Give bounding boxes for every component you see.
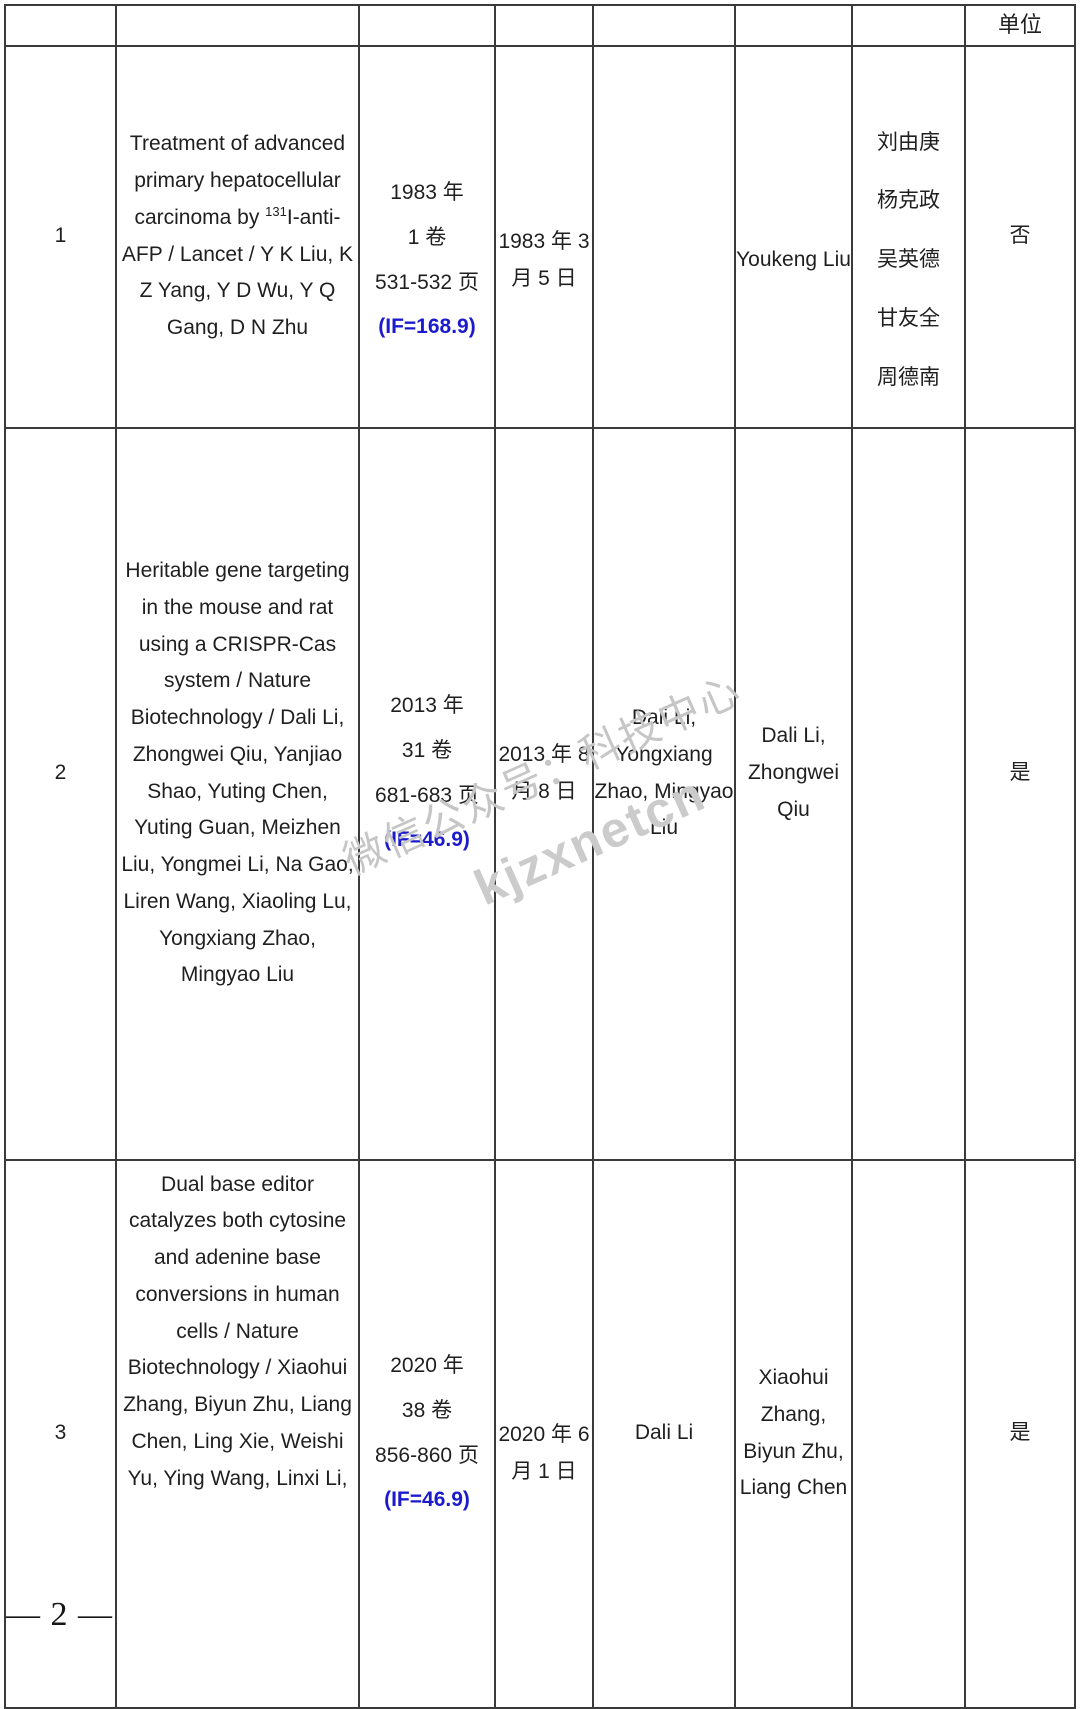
volume-number: 31 卷 — [401, 738, 453, 762]
page-range: 531-532 页 — [375, 270, 479, 294]
authors-group-b-cell: Xiaohui Zhang, Biyun Zhu, Liang Chen — [734, 1158, 853, 1709]
chinese-authors-cell: 刘由庚 杨克政 吴英德 甘友全 周德南 — [851, 44, 966, 429]
impact-factor: (IF=46.9) — [384, 1488, 470, 1512]
unit-flag-cell: 是 — [964, 426, 1076, 1161]
chinese-author-name: 吴英德 — [877, 248, 940, 272]
publication-year: 2020 年 — [390, 1354, 464, 1377]
table-row: 3 Dual base editor catalyzes both cytosi… — [4, 1158, 1076, 1709]
publication-date-cell: 2013 年 8 月 8 日 — [494, 426, 594, 1161]
chinese-authors-cell — [851, 1158, 966, 1709]
header-cell-empty-2 — [115, 4, 360, 47]
isotope-superscript: 131 — [265, 203, 287, 219]
volume-number: 38 卷 — [401, 1398, 453, 1422]
paper-title-cell: Treatment of advanced primary hepatocell… — [115, 44, 360, 429]
chinese-author-name: 周德南 — [877, 365, 940, 389]
paper-title-text-after: I-anti-AFP / Lancet / Y K Liu, K Z Yang,… — [121, 205, 354, 339]
publication-year: 1983 年 — [390, 181, 464, 204]
authors-group-b-cell: Dali Li, Zhongwei Qiu — [734, 426, 853, 1161]
header-cell-empty-1 — [4, 4, 117, 47]
chinese-authors-cell — [851, 426, 966, 1161]
publication-date-cell: 2020 年 6 月 1 日 — [494, 1158, 594, 1709]
unit-flag-cell: 是 — [964, 1158, 1076, 1709]
volume-number: 1 卷 — [407, 225, 447, 249]
authors-group-b-cell: Youkeng Liu — [734, 44, 853, 429]
header-cell-empty-5 — [592, 4, 736, 47]
row-number: 1 — [4, 44, 117, 429]
volume-pages-cell: 1983 年 1 卷 531-532 页 (IF=168.9) — [358, 44, 496, 429]
page-range: 681-683 页 — [375, 783, 479, 807]
impact-factor: (IF=46.9) — [384, 828, 470, 852]
table-row: 2 Heritable gene targeting in the mouse … — [4, 426, 1076, 1161]
paper-title-text: Treatment of advanced primary hepatocell… — [129, 132, 346, 229]
volume-pages-cell: 2020 年 38 卷 856-860 页 (IF=46.9) — [358, 1158, 496, 1709]
page-number: — 2 — — [6, 1596, 113, 1633]
paper-title-cell: Heritable gene targeting in the mouse an… — [115, 426, 360, 1161]
impact-factor: (IF=168.9) — [378, 315, 476, 339]
chinese-author-name: 甘友全 — [877, 306, 940, 330]
table-row: 1 Treatment of advanced primary hepatoce… — [4, 44, 1076, 429]
header-cell-empty-3 — [358, 4, 496, 47]
chinese-author-name: 刘由庚 — [877, 130, 940, 154]
volume-pages-cell: 2013 年 31 卷 681-683 页 (IF=46.9) — [358, 426, 496, 1161]
header-cell-empty-7 — [851, 4, 966, 47]
publications-table: 单位 1 Treatment of advanced primary hepat… — [4, 4, 1076, 1709]
publication-year: 2013 年 — [390, 694, 464, 717]
chinese-author-name: 杨克政 — [877, 189, 940, 213]
header-cell-empty-4 — [494, 4, 594, 47]
paper-title-cell: Dual base editor catalyzes both cytosine… — [115, 1158, 360, 1709]
header-cell-unit: 单位 — [964, 4, 1076, 47]
authors-group-a-cell: Dali Li, Yongxiang Zhao, Mingyao Liu — [592, 426, 736, 1161]
unit-flag-cell: 否 — [964, 44, 1076, 429]
authors-group-a-cell: Dali Li — [592, 1158, 736, 1709]
row-number: 2 — [4, 426, 117, 1161]
authors-group-a-cell — [592, 44, 736, 429]
table-header-row: 单位 — [4, 4, 1076, 47]
page-range: 856-860 页 — [375, 1443, 479, 1467]
publication-date-cell: 1983 年 3 月 5 日 — [494, 44, 594, 429]
header-cell-empty-6 — [734, 4, 853, 47]
